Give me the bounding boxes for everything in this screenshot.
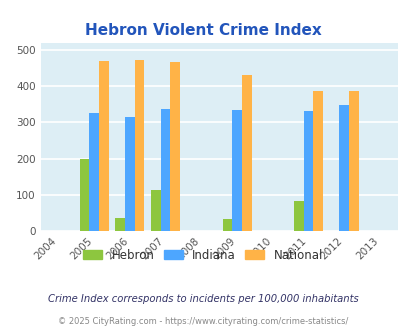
Bar bbox=[241, 75, 251, 231]
Bar bbox=[115, 218, 125, 231]
Bar bbox=[134, 59, 144, 231]
Bar bbox=[222, 219, 232, 231]
Bar bbox=[293, 201, 303, 231]
Bar bbox=[339, 106, 348, 231]
Bar bbox=[151, 190, 160, 231]
Bar bbox=[313, 91, 322, 231]
Text: Crime Index corresponds to incidents per 100,000 inhabitants: Crime Index corresponds to incidents per… bbox=[47, 294, 358, 304]
Bar bbox=[303, 111, 313, 231]
Bar bbox=[99, 61, 109, 231]
Bar bbox=[160, 110, 170, 231]
Bar bbox=[232, 110, 241, 231]
Bar bbox=[170, 62, 180, 231]
Bar bbox=[348, 91, 358, 231]
Text: Hebron Violent Crime Index: Hebron Violent Crime Index bbox=[84, 23, 321, 38]
Bar bbox=[79, 159, 89, 231]
Text: © 2025 CityRating.com - https://www.cityrating.com/crime-statistics/: © 2025 CityRating.com - https://www.city… bbox=[58, 317, 347, 326]
Bar bbox=[89, 114, 99, 231]
Bar bbox=[125, 117, 134, 231]
Legend: Hebron, Indiana, National: Hebron, Indiana, National bbox=[78, 244, 327, 266]
